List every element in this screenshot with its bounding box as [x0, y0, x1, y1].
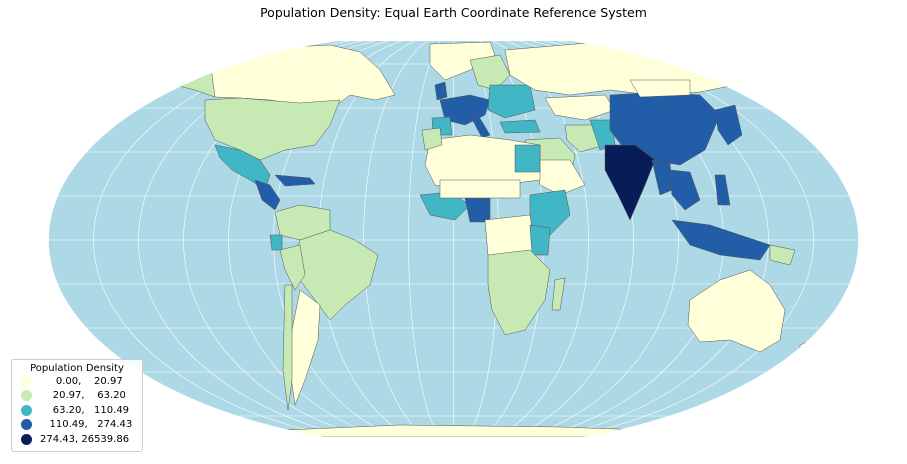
- country-greenland: [429, 41, 496, 81]
- country-new-zealand: [799, 339, 816, 371]
- country-india: [604, 144, 656, 221]
- legend-label: 20.97, 63.20: [40, 390, 126, 402]
- country-indonesia: [671, 219, 771, 261]
- legend-item: 274.43, 26539.86: [12, 432, 142, 447]
- country-scandinavia: [469, 54, 511, 91]
- country-se-asia: [669, 169, 701, 211]
- country-australia: [687, 269, 786, 353]
- country-central-america: [254, 179, 281, 211]
- country-egypt: [514, 144, 541, 173]
- country-usa: [204, 97, 341, 161]
- country-png: [769, 244, 796, 266]
- country-japan-korea: [714, 104, 743, 146]
- legend-swatch: [21, 433, 32, 445]
- country-east-africa: [529, 224, 551, 256]
- legend-item: 110.49, 274.43: [12, 418, 142, 433]
- legend-swatch: [21, 419, 32, 431]
- legend-swatch: [21, 390, 32, 402]
- country-italy: [469, 114, 491, 139]
- country-arabia: [534, 159, 586, 196]
- country-southern-africa: [487, 249, 551, 336]
- legend-item: 63.20, 110.49: [12, 403, 142, 418]
- map-title: Population Density: Equal Earth Coordina…: [260, 5, 647, 20]
- country-peru-bolivia: [279, 244, 306, 291]
- country-sahel: [439, 179, 521, 199]
- legend-label: 274.43, 26539.86: [40, 433, 130, 445]
- country-mongolia: [629, 79, 691, 98]
- countries-layer: [164, 41, 816, 437]
- country-caribbean: [274, 174, 316, 187]
- country-canada: [204, 44, 396, 111]
- country-kazakhstan: [544, 94, 616, 121]
- country-philippines: [714, 174, 731, 206]
- country-madagascar: [551, 277, 566, 311]
- legend-item: 20.97, 63.20: [12, 389, 142, 404]
- legend-swatch: [21, 375, 32, 387]
- country-russia: [504, 41, 746, 96]
- legend: Population Density 0.00, 20.97 20.97, 63…: [11, 359, 143, 452]
- country-chile: [282, 284, 293, 411]
- legend-swatch: [21, 404, 32, 416]
- country-ecuador: [269, 234, 283, 251]
- country-eastern-europe: [487, 84, 536, 119]
- country-uk: [434, 81, 448, 101]
- legend-label: 110.49, 274.43: [40, 419, 133, 431]
- country-turkey: [499, 119, 541, 134]
- legend-item: 0.00, 20.97: [12, 374, 142, 389]
- legend-label: 0.00, 20.97: [40, 375, 123, 387]
- legend-label: 63.20, 110.49: [40, 404, 130, 416]
- legend-title: Population Density: [30, 363, 124, 374]
- country-morocco: [421, 127, 443, 151]
